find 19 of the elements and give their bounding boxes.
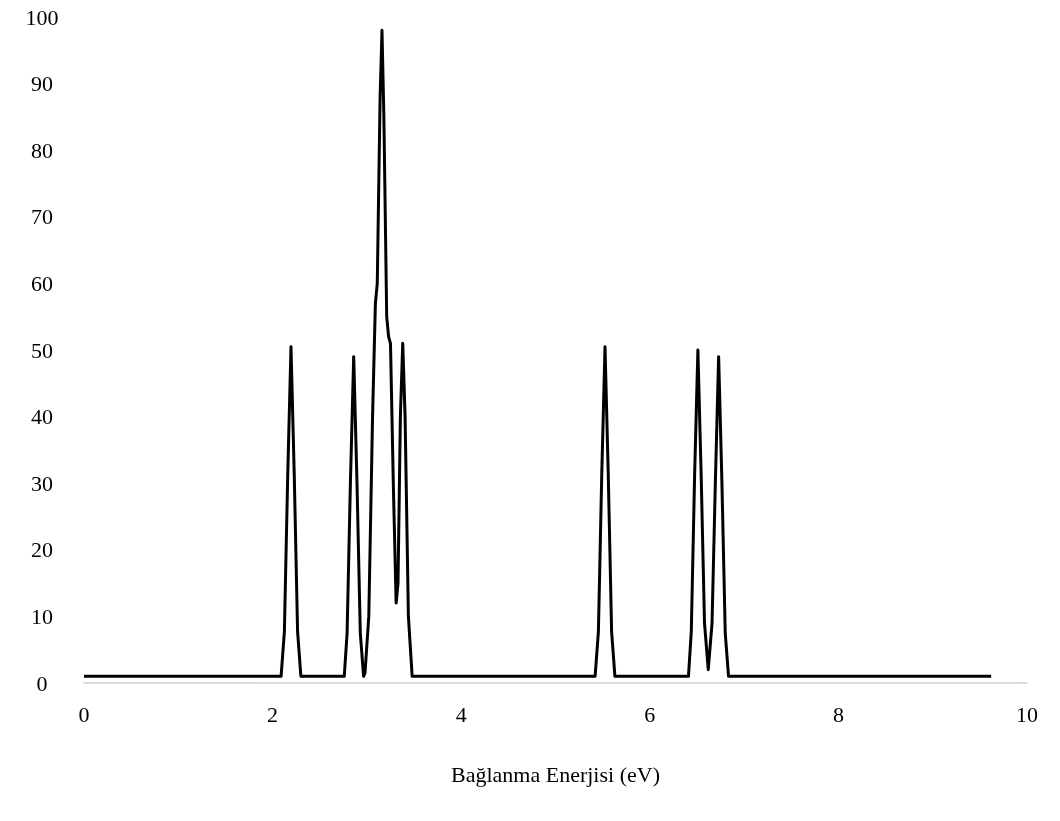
x-tick-label: 10 [1016, 701, 1038, 727]
y-tick-label: 0 [36, 670, 48, 696]
y-tick-label: 90 [31, 71, 53, 97]
y-tick-label: 30 [31, 470, 53, 496]
y-tick-label: 80 [31, 137, 53, 163]
y-tick-label: 10 [31, 603, 53, 629]
y-tick-label: 40 [31, 404, 53, 430]
y-tick-label: 70 [31, 204, 53, 230]
y-tick-label: 50 [31, 337, 53, 363]
x-tick-label: 6 [644, 701, 656, 727]
y-tick-label: 100 [25, 4, 59, 30]
x-tick-label: 4 [455, 701, 467, 727]
y-tick-label: 20 [31, 537, 53, 563]
line-series [82, 28, 993, 678]
x-tick-label: 2 [267, 701, 279, 727]
x-tick-label: 8 [832, 701, 844, 727]
x-axis-title: Bağlanma Enerjisi (eV) [451, 761, 660, 787]
y-tick-label: 60 [31, 270, 53, 296]
x-tick-label: 0 [78, 701, 90, 727]
